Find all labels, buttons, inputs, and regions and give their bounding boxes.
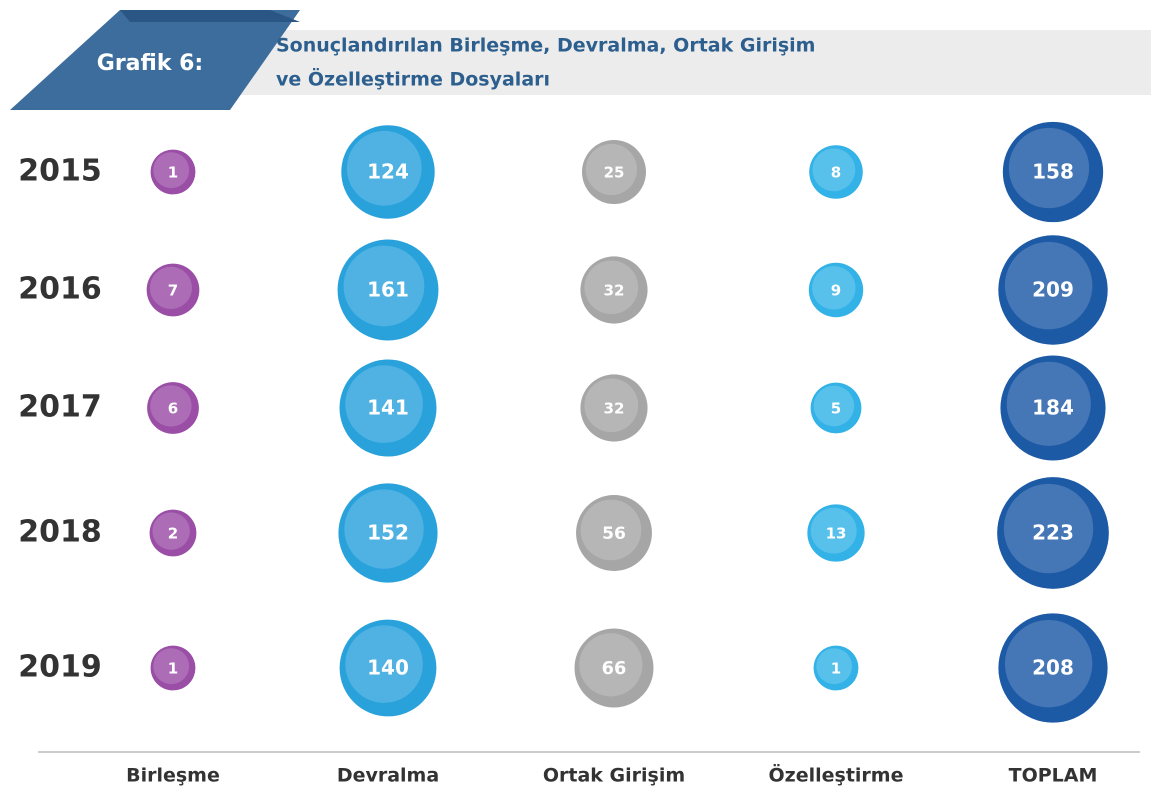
ribbon-fold — [120, 10, 300, 22]
column-label: Özelleştirme — [769, 763, 904, 787]
bubble — [150, 149, 196, 195]
bubble-highlight — [343, 245, 425, 327]
bubble — [580, 374, 648, 442]
bubble-highlight — [580, 499, 642, 561]
row-label: 2015 — [18, 154, 102, 189]
value-label: 7 — [168, 282, 178, 300]
chart-title: Sonuçlandırılan Birleşme, Devralma, Orta… — [276, 35, 815, 57]
column-label: Birleşme — [126, 765, 220, 787]
value-label: 13 — [826, 525, 847, 543]
value-label: 140 — [367, 656, 409, 680]
bubble-highlight — [1008, 127, 1090, 209]
row-label: 2018 — [18, 515, 102, 550]
bubble — [147, 382, 199, 434]
chart-title: ve Özelleştirme Dosyaları — [276, 67, 550, 91]
row-label: 2016 — [18, 272, 102, 307]
chart-label: Grafik 6: — [97, 51, 203, 76]
row-label: 2017 — [18, 390, 102, 425]
bubble-highlight — [152, 512, 190, 550]
bubble-highlight — [816, 648, 853, 685]
bubble-highlight — [344, 489, 424, 569]
label-ribbon — [10, 10, 300, 110]
value-label: 152 — [367, 521, 409, 545]
bubble-highlight — [584, 260, 639, 315]
bubble-highlight — [150, 385, 192, 427]
bubble — [338, 483, 438, 583]
bubble — [997, 477, 1109, 589]
bubble — [146, 263, 200, 317]
bubble — [998, 613, 1108, 723]
bubble-highlight — [585, 143, 638, 196]
bubble — [998, 235, 1108, 345]
value-label: 1 — [168, 164, 178, 182]
bubble — [341, 125, 435, 219]
bubble — [339, 359, 437, 457]
bubble-highlight — [584, 378, 639, 433]
column-label: TOPLAM — [1009, 765, 1098, 787]
bubble — [580, 256, 648, 324]
value-label: 32 — [603, 400, 624, 418]
value-label: 5 — [831, 400, 841, 418]
value-label: 209 — [1032, 278, 1074, 302]
bubble-highlight — [812, 148, 856, 192]
bubble — [576, 495, 652, 571]
bubble-highlight — [1003, 483, 1094, 574]
value-label: 56 — [602, 524, 626, 544]
bubble-highlight — [1006, 361, 1091, 446]
bubble — [149, 509, 197, 557]
bubble — [339, 619, 437, 717]
title-band — [230, 30, 1151, 95]
bubble — [337, 239, 439, 341]
value-label: 2 — [168, 525, 178, 543]
value-label: 184 — [1032, 396, 1074, 420]
bubble — [808, 262, 864, 318]
bubble-highlight — [813, 385, 855, 427]
bubble — [807, 504, 865, 562]
value-label: 32 — [603, 282, 624, 300]
bubble-highlight — [153, 648, 190, 685]
column-label: Ortak Girişim — [543, 765, 685, 787]
bubble-highlight — [1004, 619, 1093, 708]
bubble-highlight — [345, 365, 423, 443]
bubble-highlight — [810, 507, 857, 554]
bubble — [1002, 121, 1104, 223]
bubble-highlight — [149, 266, 192, 309]
bubble-highlight — [1004, 241, 1093, 330]
bubble — [1000, 355, 1106, 461]
value-label: 9 — [831, 282, 841, 300]
value-label: 25 — [604, 164, 625, 182]
value-label: 141 — [367, 396, 409, 420]
bubble — [582, 140, 646, 204]
value-label: 161 — [367, 278, 409, 302]
value-label: 124 — [367, 160, 409, 184]
value-label: 8 — [831, 164, 841, 182]
value-label: 1 — [168, 660, 178, 678]
value-label: 208 — [1032, 656, 1074, 680]
column-label: Devralma — [337, 765, 439, 787]
value-label: 158 — [1032, 160, 1074, 184]
bubble-highlight — [345, 625, 423, 703]
value-label: 223 — [1032, 521, 1074, 545]
bubble — [813, 645, 859, 691]
bubble — [150, 645, 196, 691]
bubble — [809, 145, 863, 199]
bubble-highlight — [153, 152, 190, 189]
row-label: 2019 — [18, 650, 102, 685]
bubble-highlight — [812, 266, 856, 310]
value-label: 1 — [831, 660, 841, 678]
bubble-highlight — [579, 633, 643, 697]
bubble — [810, 382, 862, 434]
value-label: 66 — [602, 659, 627, 679]
value-label: 6 — [168, 400, 178, 418]
bubble-highlight — [346, 130, 422, 206]
bubble — [574, 628, 654, 708]
